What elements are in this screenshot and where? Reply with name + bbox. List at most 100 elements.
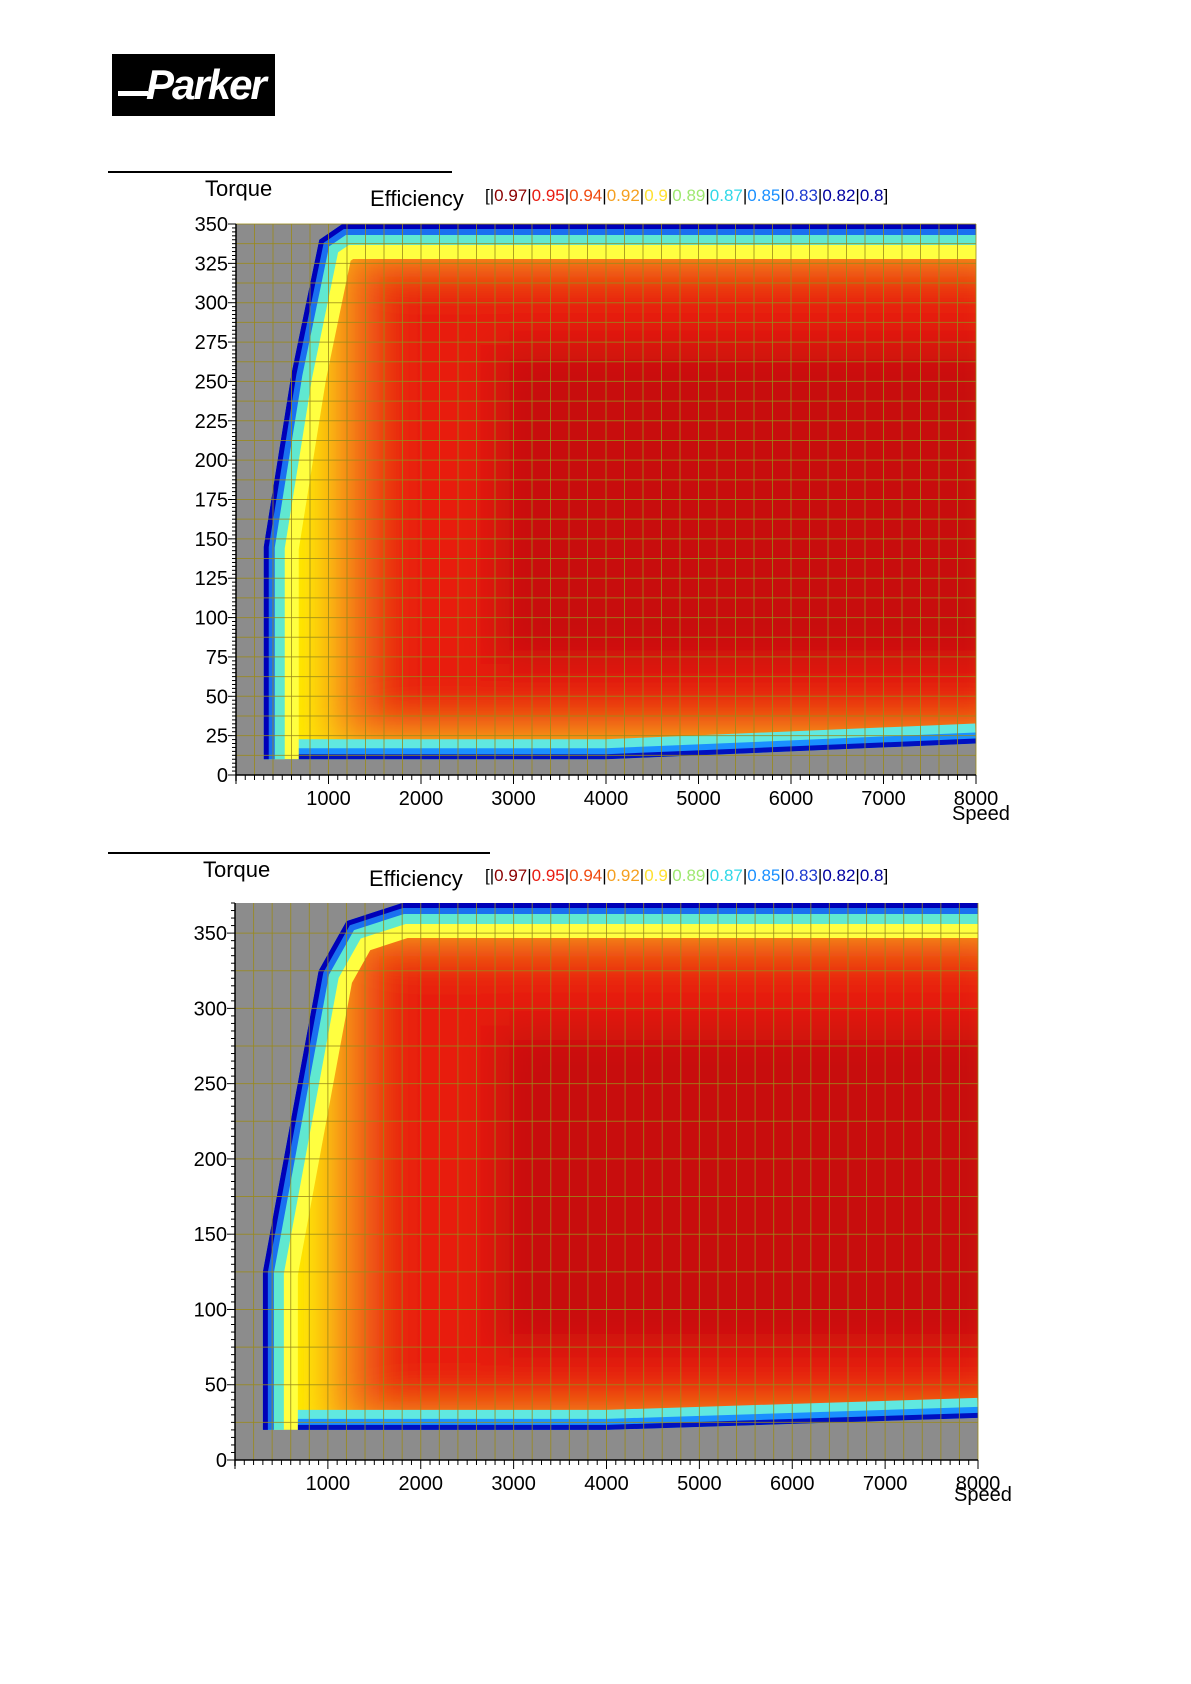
legend-separator: | (855, 186, 860, 205)
legend-separator: | (667, 866, 673, 885)
legend-separator: | (817, 186, 823, 205)
legend-separator: | (705, 186, 710, 205)
chart-2-rule (108, 852, 490, 854)
legend-level: 0.8 (859, 186, 884, 205)
y-tick-label: 50 (205, 1375, 227, 1397)
x-tick-label: 4000 (584, 1473, 629, 1495)
grid (234, 903, 979, 1461)
legend-level: 0.85 (747, 866, 781, 885)
y-tick-label: 300 (194, 998, 227, 1020)
y-tick-label: 50 (206, 686, 228, 708)
legend-bracket-close: ] (883, 866, 889, 885)
legend-bracket-open: [| (485, 866, 495, 885)
chart-2-ylabel: Torque (203, 857, 271, 882)
chart-2-heatmap: 1000 2000 3000 4000 5000 6000 7000 8000 0 50 100 15… (194, 902, 1000, 1495)
x-tick-label: 5000 (676, 788, 721, 810)
x-tick-label: 3000 (491, 1473, 536, 1495)
legend-bracket-close: ] (883, 186, 889, 205)
y-tick-label: 175 (195, 490, 228, 512)
y-tick-label: 75 (206, 647, 228, 669)
y-tick-label: 125 (195, 568, 228, 590)
legend-level: 0.89 (672, 866, 706, 885)
x-tick-label: 1000 (306, 788, 351, 810)
chart-1-rule (108, 171, 452, 173)
logo-dash (118, 91, 148, 96)
y-tick-label: 300 (195, 293, 228, 315)
y-tick-label: 350 (194, 923, 227, 945)
x-tick-label: 8000 (956, 1473, 1001, 1495)
legend-separator: | (564, 866, 570, 885)
x-tick-label: 1000 (306, 1473, 351, 1495)
legend-level: 0.89 (672, 186, 706, 205)
legend-level: 0.82 (822, 186, 856, 205)
legend-separator: | (639, 186, 645, 205)
y-tick-label: 150 (195, 529, 228, 551)
legend-separator: | (639, 866, 645, 885)
legend-level: 0.94 (569, 866, 603, 885)
legend-level: 0.97 (494, 186, 528, 205)
legend-level: 0.9 (644, 186, 668, 205)
legend-separator: | (667, 186, 673, 205)
legend-level: 0.83 (784, 866, 818, 885)
legend-separator: | (855, 866, 860, 885)
legend-level: 0.9 (644, 866, 668, 885)
chart-1-heatmap: 1000 2000 3000 4000 5000 6000 7000 8000 0 25 50 75 1… (195, 214, 999, 810)
x-tick-label: 6000 (769, 788, 814, 810)
logo-text: Parker (146, 61, 267, 108)
legend-level: 0.95 (531, 866, 565, 885)
y-tick-label: 225 (195, 411, 228, 433)
legend-separator: | (742, 186, 748, 205)
chart-1-legend: [|0.97|0.95|0.94|0.92|0.9|0.89|0.87|0.85… (485, 186, 888, 206)
chart-1-ylabel: Torque (205, 176, 273, 201)
x-tick-label: 8000 (954, 788, 999, 810)
legend-level: 0.92 (606, 866, 640, 885)
legend-level: 0.8 (859, 866, 884, 885)
y-tick-label: 250 (194, 1074, 227, 1096)
y-tick-label: 100 (194, 1299, 227, 1321)
y-tick-label: 200 (195, 450, 228, 472)
y-tick-label: 150 (194, 1224, 227, 1246)
legend-separator: | (780, 186, 785, 205)
y-tick-label: 250 (195, 371, 228, 393)
legend-separator: | (564, 186, 570, 205)
legend-level: 0.87 (709, 866, 743, 885)
x-tick-label: 2000 (399, 1473, 444, 1495)
x-tick-label: 7000 (861, 788, 906, 810)
legend-separator: | (527, 866, 532, 885)
y-tick-label: 0 (217, 765, 228, 787)
legend-bracket-open: [| (485, 186, 495, 205)
grid (235, 223, 977, 776)
x-tick-label: 5000 (677, 1473, 722, 1495)
chart-1-title: Efficiency (370, 186, 464, 211)
legend-level: 0.87 (709, 186, 743, 205)
x-tick-label: 2000 (399, 788, 444, 810)
x-tick-label: 3000 (491, 788, 536, 810)
y-tick-label: 200 (194, 1149, 227, 1171)
parker-logo: Parker (112, 54, 275, 116)
x-tick-label: 6000 (770, 1473, 815, 1495)
legend-level: 0.97 (494, 866, 528, 885)
x-tick-label: 4000 (584, 788, 629, 810)
y-tick-label: 325 (195, 253, 228, 275)
y-tick-label: 100 (195, 608, 228, 630)
x-tick-label: 7000 (863, 1473, 908, 1495)
chart-2-xlabel: Speed (954, 1484, 1012, 1506)
legend-separator: | (602, 186, 607, 205)
legend-separator: | (602, 866, 607, 885)
y-tick-label: 350 (195, 214, 228, 236)
y-tick-label: 0 (216, 1450, 227, 1472)
legend-separator: | (527, 186, 532, 205)
legend-separator: | (817, 866, 823, 885)
legend-separator: | (742, 866, 748, 885)
legend-level: 0.83 (784, 186, 818, 205)
legend-level: 0.92 (606, 186, 640, 205)
chart-2-legend: [|0.97|0.95|0.94|0.92|0.9|0.89|0.87|0.85… (485, 866, 888, 886)
legend-level: 0.85 (747, 186, 781, 205)
y-tick-label: 275 (195, 332, 228, 354)
chart-2-title: Efficiency (369, 866, 463, 891)
y-tick-label: 25 (206, 726, 228, 748)
legend-level: 0.94 (569, 186, 603, 205)
heat-layer (262, 903, 979, 1460)
legend-separator: | (705, 866, 710, 885)
legend-separator: | (780, 866, 785, 885)
